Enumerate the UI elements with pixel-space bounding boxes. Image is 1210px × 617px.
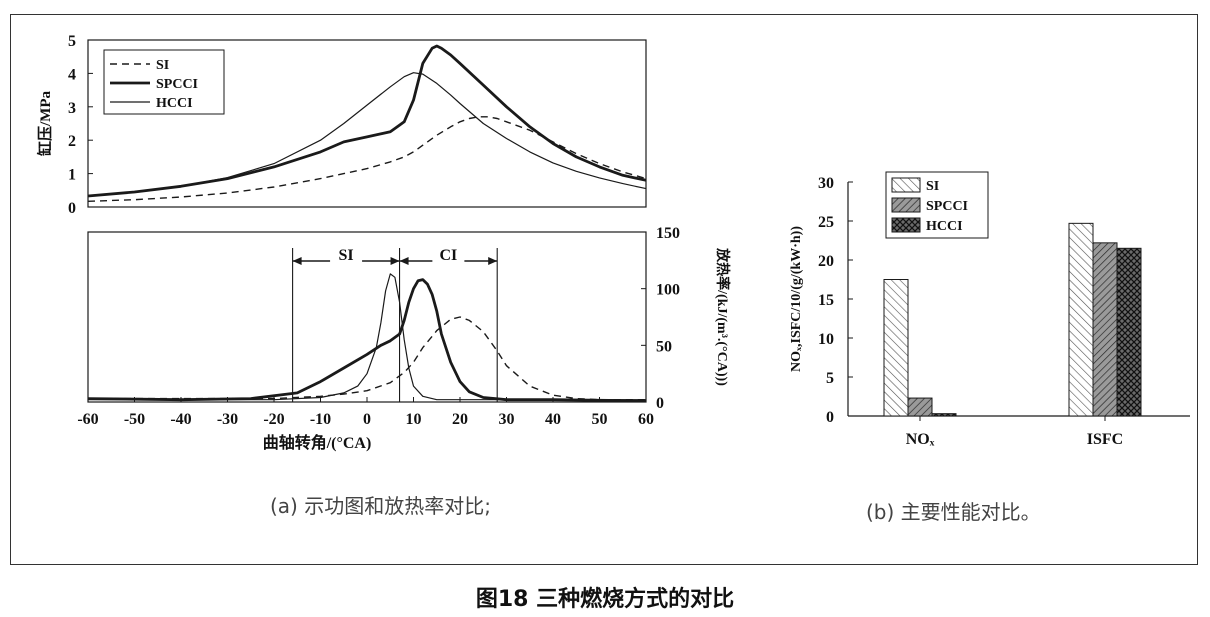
y-tick-label-top: 4 <box>68 66 76 83</box>
y-tick-label-top: 0 <box>68 200 76 217</box>
y-tick-label-top: 3 <box>68 100 76 117</box>
x-tick-label: 0 <box>363 411 371 428</box>
y-tick-label-right: 50 <box>656 338 672 355</box>
bar-hcci <box>931 413 957 417</box>
bar-y-tick-label: 30 <box>818 175 834 192</box>
legend-label-spcci: SPCCI <box>156 77 198 92</box>
bar-legend-label-spcci: SPCCI <box>926 199 968 214</box>
top-plot-frame <box>87 39 647 208</box>
x-tick-label: -60 <box>77 411 98 428</box>
y-tick-label-right: 100 <box>656 282 680 299</box>
bar-hcci <box>1116 247 1142 417</box>
figure-title: 图18 三种燃烧方式的对比 <box>475 587 735 612</box>
bar-legend-swatch-si <box>891 177 921 193</box>
annotation-label-ci: CI <box>439 247 457 264</box>
bar-legend-label-si: SI <box>926 179 939 194</box>
series-line-si <box>88 316 646 401</box>
bar-y-tick-label: 10 <box>818 331 834 348</box>
y-tick-label-top: 1 <box>68 167 76 184</box>
annotation-label-bg <box>432 248 465 264</box>
series-line-spcci <box>87 278 647 403</box>
bar-y-tick-label: 5 <box>826 370 834 387</box>
annotation-label-bg <box>330 248 363 264</box>
x-tick-label: 50 <box>592 411 608 428</box>
x-tick-label: -40 <box>170 411 191 428</box>
y-axis-label-right: 放热率/(kJ/(m³.(°CA))) <box>714 247 731 386</box>
bar-si <box>883 279 909 417</box>
annotation-arrowhead <box>488 257 498 265</box>
x-tick-label: 30 <box>499 411 515 428</box>
bar-category-label: NOₓ <box>906 431 935 448</box>
x-tick-label: 10 <box>406 411 422 428</box>
bar-spcci <box>907 397 933 417</box>
x-tick-label: -20 <box>263 411 284 428</box>
series-line-hcci <box>88 273 646 401</box>
caption-a: (a) 示功图和放热率对比; <box>270 494 491 518</box>
annotation-arrowhead <box>390 257 400 265</box>
bar-legend-swatch-spcci <box>891 197 921 213</box>
bar-y-tick-label: 0 <box>826 409 834 426</box>
x-tick-label: 40 <box>545 411 561 428</box>
bar-y-tick-label: 20 <box>818 253 834 270</box>
x-tick-label: -30 <box>217 411 238 428</box>
legend-label-si: SI <box>156 58 169 73</box>
x-tick-label: 20 <box>452 411 468 428</box>
caption-b: (b) 主要性能对比。 <box>866 500 1041 524</box>
bar-y-tick-label: 15 <box>818 292 834 309</box>
x-tick-label: 60 <box>638 411 654 428</box>
bar-category-label: ISFC <box>1087 431 1123 448</box>
annotation-arrowhead <box>399 257 409 265</box>
x-tick-label: -10 <box>310 411 331 428</box>
bar-spcci <box>1092 242 1118 417</box>
y-axis-label-top: 缸压/MPa <box>36 91 54 156</box>
x-tick-label: -50 <box>124 411 145 428</box>
bar-legend-label-hcci: HCCI <box>926 219 963 234</box>
x-axis-label: 曲轴转角/(°CA) <box>263 433 372 452</box>
bar-y-axis-label: NOₓ,ISFC/10/(g/(kW·h)) <box>789 226 804 372</box>
y-tick-label-right: 150 <box>656 225 680 242</box>
y-tick-label-right: 0 <box>656 395 664 412</box>
y-tick-label-top: 2 <box>68 133 76 150</box>
bar-y-tick-label: 25 <box>818 214 834 231</box>
bar-si <box>1068 222 1094 417</box>
legend-label-hcci: HCCI <box>156 96 193 111</box>
y-tick-label-top: 5 <box>68 33 76 50</box>
bar-legend-swatch-hcci <box>891 217 921 233</box>
annotation-label-si: SI <box>339 247 354 264</box>
annotation-arrowhead <box>292 257 302 265</box>
series-line-hcci <box>87 72 647 197</box>
bottom-plot-frame <box>87 231 647 403</box>
series-line-spcci <box>87 44 647 198</box>
